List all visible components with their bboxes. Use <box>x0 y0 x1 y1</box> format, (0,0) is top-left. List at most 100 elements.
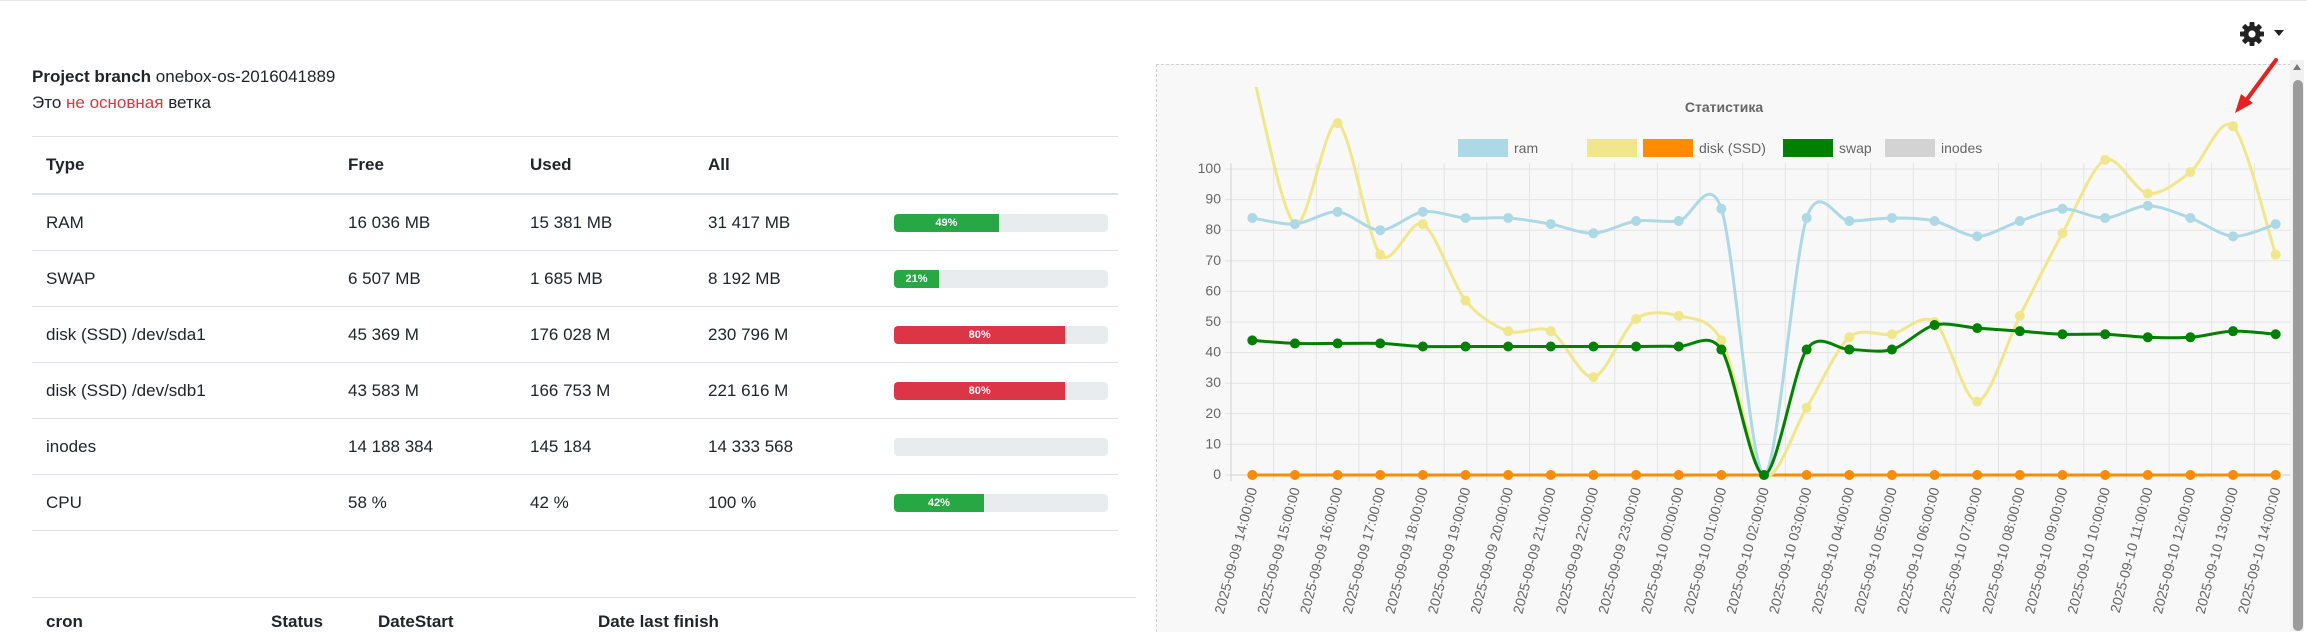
table-row: SWAP 6 507 MB 1 685 MB 8 192 MB 21% <box>32 250 1118 307</box>
x-tick-label: 2025-09-09 14:00:00 <box>1211 485 1260 615</box>
x-tick-label: 2025-09-10 07:00:00 <box>1936 485 1985 615</box>
cell-usage <box>880 418 1118 475</box>
cell-type: CPU <box>32 474 334 531</box>
data-point <box>1929 216 1940 227</box>
data-point <box>1289 219 1300 230</box>
data-point <box>1886 329 1897 340</box>
x-tick-label: 2025-09-09 22:00:00 <box>1552 485 1601 615</box>
data-point <box>2100 470 2111 480</box>
data-point <box>1289 338 1300 349</box>
data-point <box>2100 154 2111 165</box>
legend-label: swap <box>1839 140 1872 156</box>
cron-header-datestart: DateStart <box>378 612 454 631</box>
x-tick-label: 2025-09-09 19:00:00 <box>1424 485 1473 615</box>
cell-all: 230 796 M <box>694 306 880 363</box>
x-tick-label: 2025-09-09 20:00:00 <box>1467 485 1516 615</box>
x-tick-label: 2025-09-10 14:00:00 <box>2234 485 2283 615</box>
branch-label: Project branch <box>32 67 152 86</box>
data-point <box>1929 320 1940 331</box>
data-point <box>2228 121 2239 132</box>
y-tick-label: 40 <box>1205 344 1221 360</box>
usage-progress-bar: 42% <box>894 493 1108 512</box>
legend-swatch <box>1587 139 1637 157</box>
data-point <box>1247 470 1258 480</box>
data-point <box>1716 470 1727 480</box>
data-point <box>2014 216 2025 227</box>
data-point <box>1759 470 1769 480</box>
data-point <box>2185 212 2196 223</box>
scroll-up-icon[interactable] <box>2291 60 2303 74</box>
data-point <box>1247 335 1258 346</box>
data-point <box>1417 470 1428 480</box>
data-point <box>1289 470 1300 480</box>
cell-usage: 42% <box>880 474 1118 531</box>
data-point <box>1844 470 1855 480</box>
data-point <box>2228 470 2239 480</box>
cell-free: 58 % <box>334 474 516 531</box>
y-tick-label: 50 <box>1205 313 1221 329</box>
x-tick-label: 2025-09-09 18:00:00 <box>1382 485 1431 615</box>
usage-progress-fill: 21% <box>894 269 939 288</box>
x-tick-label: 2025-09-10 00:00:00 <box>1638 485 1687 615</box>
cell-usage: 80% <box>880 306 1118 363</box>
data-point <box>1673 470 1684 480</box>
cell-used: 1 685 MB <box>516 250 694 307</box>
x-tick-label: 2025-09-10 02:00:00 <box>1723 485 1772 615</box>
usage-progress-bar: 49% <box>894 213 1108 232</box>
data-point <box>2270 470 2281 480</box>
section-divider <box>32 597 1136 598</box>
data-point <box>1844 216 1855 227</box>
series-swap <box>1247 320 2281 480</box>
data-point <box>2270 219 2281 230</box>
column-header-type: Type <box>32 136 334 195</box>
data-point <box>1417 219 1428 230</box>
x-tick-label: 2025-09-10 11:00:00 <box>2107 485 2156 614</box>
data-point <box>1844 344 1855 355</box>
usage-progress-fill: 80% <box>894 325 1066 344</box>
data-point <box>1929 470 1940 480</box>
data-point <box>1673 310 1684 321</box>
data-point <box>1801 212 1812 223</box>
data-point <box>1631 470 1642 480</box>
data-point <box>1631 341 1642 352</box>
settings-dropdown[interactable] <box>2236 18 2292 50</box>
legend-label: inodes <box>1941 140 1982 156</box>
y-tick-label: 60 <box>1205 282 1221 298</box>
data-point <box>1886 470 1897 480</box>
cron-header-date-last-finish: Date last finish <box>598 612 719 631</box>
y-tick-label: 20 <box>1205 405 1221 421</box>
data-point <box>2057 228 2068 239</box>
column-header-usage <box>880 136 1118 195</box>
statistics-panel: Статистикаramcpudisk (SSD)swapinodes0102… <box>1156 64 2291 632</box>
data-point <box>1972 396 1983 407</box>
scrollbar-thumb[interactable] <box>2293 80 2303 631</box>
y-tick-label: 80 <box>1205 221 1221 237</box>
table-row: disk (SSD) /dev/sda1 45 369 M 176 028 M 230… <box>32 306 1118 363</box>
top-divider <box>0 0 2307 1</box>
cell-free: 14 188 384 <box>334 418 516 475</box>
cell-all: 221 616 M <box>694 362 880 419</box>
data-point <box>2057 470 2068 480</box>
data-point <box>1545 326 1556 337</box>
x-tick-label: 2025-09-10 06:00:00 <box>1893 485 1942 615</box>
cell-type: inodes <box>32 418 334 475</box>
cell-free: 43 583 M <box>334 362 516 419</box>
data-point <box>1503 212 1514 223</box>
data-point <box>2185 167 2196 178</box>
x-tick-label: 2025-09-10 10:00:00 <box>2064 485 2113 615</box>
data-point <box>2228 231 2239 242</box>
cell-usage: 49% <box>880 194 1118 251</box>
data-point <box>1631 313 1642 324</box>
data-point <box>2270 329 2281 340</box>
y-tick-label: 70 <box>1205 252 1221 268</box>
data-point <box>1886 344 1897 355</box>
x-tick-label: 2025-09-09 16:00:00 <box>1296 485 1345 615</box>
x-tick-label: 2025-09-10 08:00:00 <box>1979 485 2028 615</box>
legend-swatch <box>1783 139 1833 157</box>
cell-free: 45 369 M <box>334 306 516 363</box>
data-point <box>2142 470 2153 480</box>
usage-progress-fill: 42% <box>894 493 984 512</box>
y-tick-label: 10 <box>1205 435 1221 451</box>
data-point <box>1460 212 1471 223</box>
x-tick-label: 2025-09-09 17:00:00 <box>1339 485 1388 615</box>
